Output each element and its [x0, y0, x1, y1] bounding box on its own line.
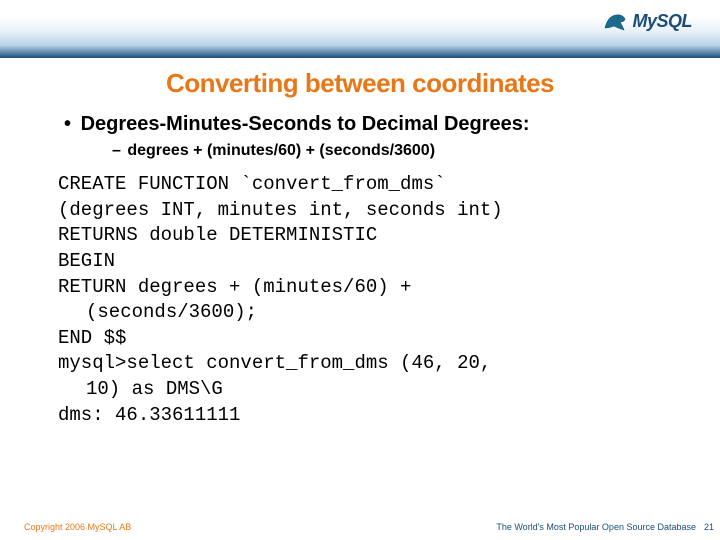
- logo-text: MySQL: [632, 11, 692, 32]
- page-number: 21: [704, 522, 714, 532]
- code-line: (seconds/3600);: [58, 300, 680, 326]
- footer-copyright: Copyright 2006 MySQL AB: [24, 522, 131, 532]
- code-line: END $$: [58, 326, 680, 352]
- footer-tagline: The World's Most Popular Open Source Dat…: [496, 522, 696, 532]
- code-line: (degrees INT, minutes int, seconds int): [58, 198, 680, 224]
- footer: Copyright 2006 MySQL AB The World's Most…: [0, 522, 720, 532]
- code-line: BEGIN: [58, 249, 680, 275]
- code-line: RETURN degrees + (minutes/60) +: [58, 275, 680, 301]
- slide-title: Converting between coordinates: [40, 68, 680, 99]
- slide-content: Converting between coordinates Degrees-M…: [0, 68, 720, 510]
- code-line: 10) as DMS\G: [58, 377, 680, 403]
- bullet-level-1: Degrees-Minutes-Seconds to Decimal Degre…: [64, 113, 680, 136]
- code-line: mysql>select convert_from_dms (46, 20,: [58, 351, 680, 377]
- dolphin-icon: [602, 8, 628, 34]
- code-block: CREATE FUNCTION `convert_from_dms` (degr…: [58, 172, 680, 428]
- code-line: RETURNS double DETERMINISTIC: [58, 223, 680, 249]
- code-line: dms: 46.33611111: [58, 403, 680, 429]
- mysql-logo: MySQL: [602, 8, 692, 34]
- code-line: CREATE FUNCTION `convert_from_dms`: [58, 172, 680, 198]
- bullet-level-2: degrees + (minutes/60) + (seconds/3600): [112, 142, 680, 160]
